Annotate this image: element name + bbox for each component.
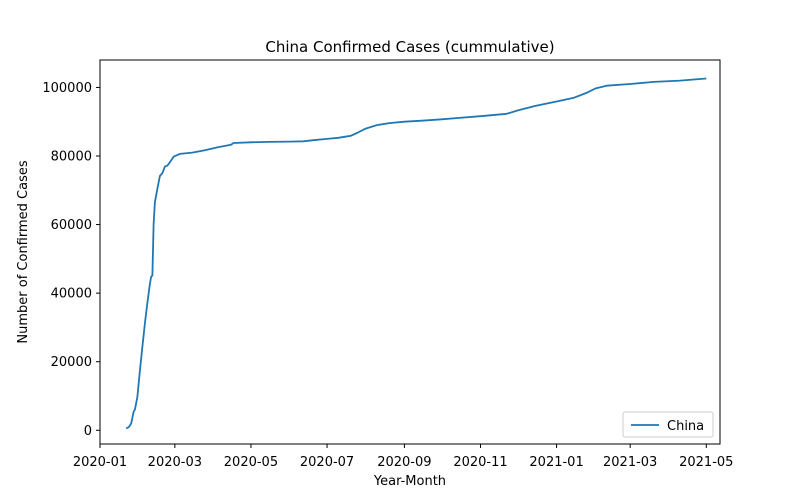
y-tick-label: 40000 (51, 287, 92, 302)
x-tick-label: 2021-05 (679, 455, 733, 470)
y-tick-label: 80000 (51, 150, 92, 165)
x-tick-label: 2020-09 (377, 455, 431, 470)
x-tick-label: 2020-07 (300, 455, 354, 470)
x-axis: 2020-01 2020-03 2020-05 2020-07 2020-09 2020-… (73, 444, 733, 470)
x-tick-label: 2020-03 (148, 455, 202, 470)
legend-box (622, 411, 714, 438)
chart-title: China Confirmed Cases (cummulative) (265, 38, 554, 56)
plot-area: 2020-01 2020-03 2020-05 2020-07 2020-09 2020-… (42, 59, 733, 470)
x-tick-label: 2021-03 (603, 455, 657, 470)
x-tick-label: 2020-01 (73, 455, 127, 470)
y-axis-title: Number of Confirmed Cases (16, 160, 31, 343)
series-line-china (125, 77, 707, 430)
y-axis: 0 20000 40000 60000 80000 100000 (42, 81, 100, 439)
y-tick-label: 0 (84, 424, 92, 439)
x-tick-label: 2021-01 (529, 455, 583, 470)
legend: China (622, 411, 714, 438)
y-tick-label: 60000 (51, 218, 92, 233)
x-axis-title: Year-Month (373, 474, 446, 489)
x-tick-label: 2020-11 (453, 455, 507, 470)
legend-label-china: China (667, 419, 704, 434)
y-tick-label: 20000 (51, 355, 92, 370)
plot-frame (99, 59, 721, 445)
x-tick-label: 2020-05 (224, 455, 278, 470)
y-tick-label: 100000 (42, 81, 92, 96)
